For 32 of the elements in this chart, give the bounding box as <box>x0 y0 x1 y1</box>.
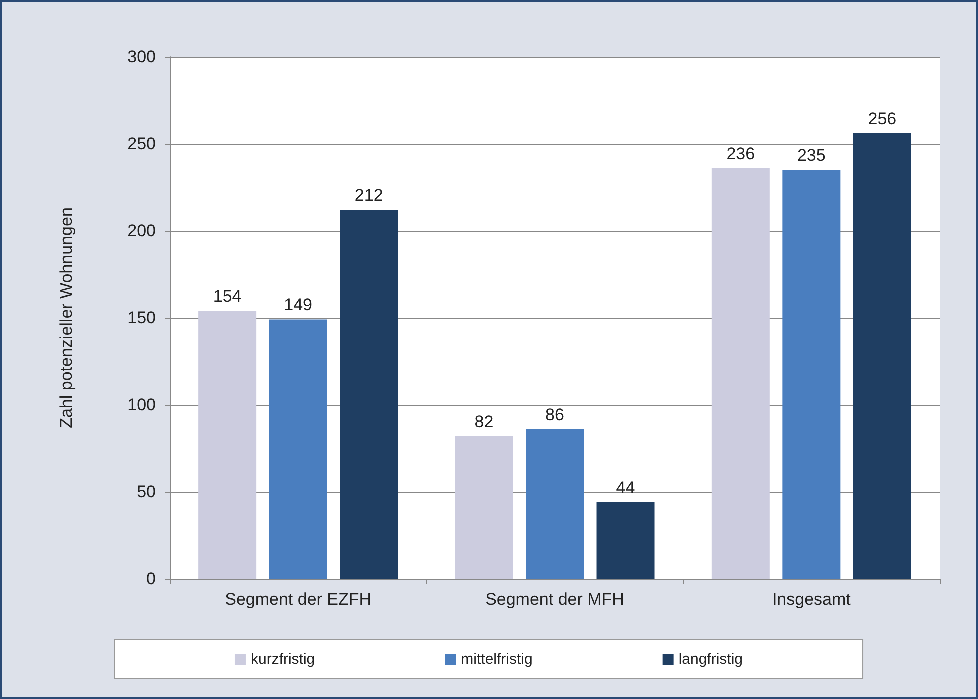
bar <box>198 311 257 579</box>
legend-label: mittelfristig <box>461 651 533 668</box>
data-label: 212 <box>354 186 384 206</box>
y-tick-label: 0 <box>146 570 156 588</box>
x-tick-label: Segment der MFH <box>486 590 624 609</box>
y-tick-label: 250 <box>128 134 156 154</box>
data-label: 44 <box>616 478 636 498</box>
x-tick-label: Insgesamt <box>772 590 852 609</box>
y-tick-label: 100 <box>128 396 156 414</box>
bar <box>782 170 841 579</box>
data-label: 235 <box>797 146 826 166</box>
bar <box>712 168 770 579</box>
data-label: 256 <box>868 110 897 129</box>
bar <box>526 429 584 579</box>
bar <box>269 320 328 579</box>
bar <box>340 210 398 579</box>
y-axis-title: Zahl potenzieller Wohnungen <box>57 208 76 428</box>
legend-label: langfristig <box>678 651 744 668</box>
data-label: 236 <box>726 144 756 164</box>
bar <box>853 134 912 579</box>
data-label: 149 <box>284 296 313 315</box>
bar <box>596 502 655 579</box>
data-label: 86 <box>546 405 564 424</box>
bar <box>455 436 514 579</box>
y-tick-label: 200 <box>128 222 156 240</box>
x-tick-label: Segment der EZFH <box>225 590 372 609</box>
y-tick-label: 50 <box>137 482 156 502</box>
legend-label: kurzfristig <box>250 651 316 668</box>
y-tick-label: 150 <box>128 308 156 328</box>
data-label: 154 <box>213 287 242 306</box>
y-tick-label: 300 <box>128 48 156 66</box>
data-label: 82 <box>474 412 494 432</box>
